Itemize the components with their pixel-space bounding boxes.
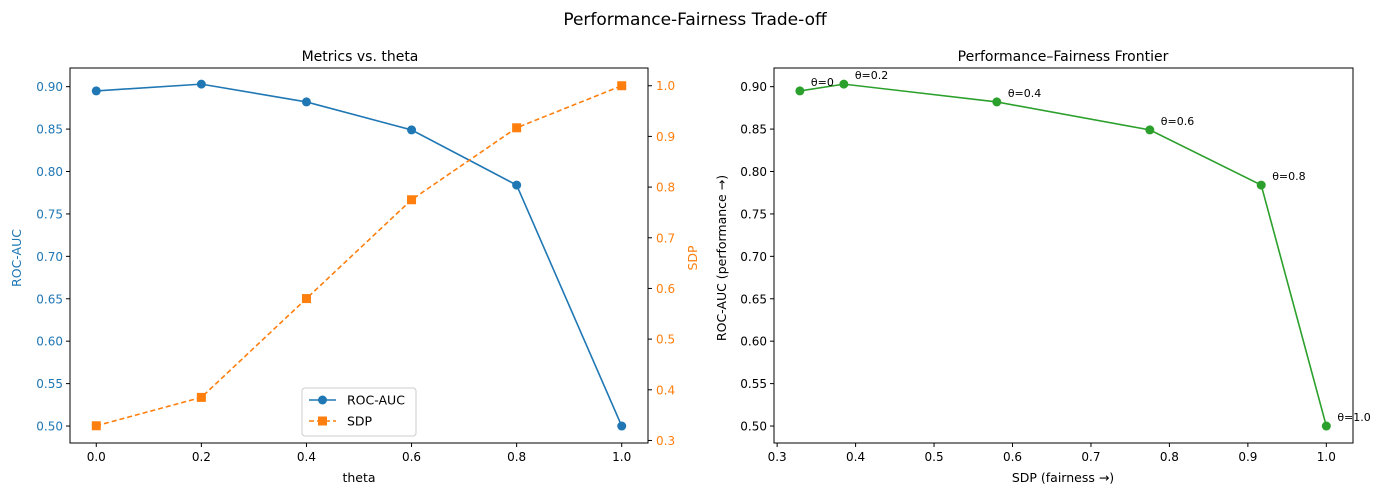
left-y-tick-label: 0.55 — [36, 377, 63, 391]
right-x-tick-label: 0.4 — [846, 450, 865, 464]
frontier-series-line — [799, 83, 1328, 427]
figure-suptitle: Performance-Fairness Trade-off — [563, 10, 828, 30]
legend-sdp-marker — [318, 416, 327, 426]
legend-roc-marker — [318, 395, 327, 405]
left-x-tick-label: 0.2 — [192, 450, 211, 464]
left-x-tick-label: 1.0 — [612, 450, 631, 464]
sdp-point — [91, 421, 101, 431]
sdp-point — [512, 123, 522, 133]
right-y-tick-label: 0.85 — [740, 123, 767, 137]
frontier-point-label: θ=0.2 — [855, 69, 888, 82]
left-y-tick-label: 0.90 — [36, 80, 63, 94]
right-x-tick-label: 1.0 — [1317, 450, 1336, 464]
right-x-tick-label: 0.8 — [1160, 450, 1179, 464]
sdp-point — [301, 294, 311, 304]
left-y2-tick-label: 0.5 — [656, 333, 675, 347]
left-y2-tick-label: 0.3 — [656, 434, 675, 448]
right-y-tick-label: 0.50 — [740, 420, 767, 434]
frontier-chart: Performance–Fairness Frontier SDP (fairn… — [714, 49, 1371, 485]
frontier-point-label: θ=1.0 — [1337, 411, 1370, 424]
right-y-tick-label: 0.65 — [740, 292, 767, 306]
left-ticks: 0.0 0.2 0.4 0.6 0.8 1.0 0.50 0.55 0.60 0.65 0.70 0.… — [36, 79, 675, 464]
left-y-tick-label: 0.70 — [36, 250, 63, 264]
left-y2-axis-label: SDP — [685, 245, 700, 271]
roc-auc-point — [91, 86, 101, 96]
left-x-axis-label: theta — [342, 470, 375, 485]
frontier-point-label: θ=0.4 — [1008, 87, 1041, 100]
left-y2-tick-label: 1.0 — [656, 79, 675, 93]
sdp-point — [407, 195, 417, 205]
left-y2-tick-label: 0.9 — [656, 130, 675, 144]
right-plot-frame — [773, 67, 1354, 444]
left-x-tick-label: 0.6 — [402, 450, 421, 464]
left-y2-tick-label: 0.4 — [656, 383, 675, 397]
left-y2-tick-label: 0.6 — [656, 282, 675, 296]
right-x-axis-label: SDP (fairness →) — [1012, 470, 1114, 485]
frontier-point-label: θ=0 — [811, 76, 834, 89]
sdp-point — [196, 392, 206, 402]
sdp-series-line — [96, 84, 623, 427]
right-ticks: 0.3 0.4 0.5 0.6 0.7 0.8 0.9 1.0 0.50 0.55 0.60 0.65… — [740, 80, 1336, 464]
legend-sdp-label: SDP — [347, 414, 373, 429]
right-y-tick-label: 0.75 — [740, 207, 767, 221]
roc-auc-point — [617, 421, 627, 431]
right-x-tick-label: 0.7 — [1081, 450, 1100, 464]
sdp-point — [617, 81, 627, 91]
left-y2-tick-label: 0.7 — [656, 231, 675, 245]
right-y-tick-label: 0.90 — [740, 80, 767, 94]
right-y-axis-label: ROC-AUC (performance →) — [714, 175, 729, 341]
left-y-axis-label: ROC-AUC — [9, 229, 24, 287]
frontier-point — [1321, 421, 1331, 431]
right-series: θ=0 θ=0.2 θ=0.4 θ=0.6 θ=0.8 θ=1.0 — [795, 69, 1371, 431]
left-x-tick-label: 0.4 — [297, 450, 316, 464]
frontier-point — [1145, 125, 1155, 135]
legend: ROC-AUC SDP — [301, 387, 417, 437]
left-plot-frame — [69, 67, 649, 444]
right-x-tick-label: 0.5 — [925, 450, 944, 464]
left-x-tick-label: 0.8 — [507, 450, 526, 464]
frontier-point-label: θ=0.6 — [1161, 115, 1194, 128]
right-x-tick-label: 0.3 — [768, 450, 787, 464]
right-chart-title: Performance–Fairness Frontier — [958, 49, 1169, 65]
roc-auc-point — [196, 79, 206, 89]
left-y-tick-label: 0.85 — [36, 123, 63, 137]
right-x-tick-label: 0.6 — [1003, 450, 1022, 464]
right-y-tick-label: 0.55 — [740, 377, 767, 391]
left-y2-tick-label: 0.8 — [656, 181, 675, 195]
right-y-tick-label: 0.70 — [740, 250, 767, 264]
left-y-tick-label: 0.75 — [36, 207, 63, 221]
roc-auc-point — [301, 97, 311, 107]
right-x-tick-label: 0.9 — [1238, 450, 1257, 464]
left-x-tick-label: 0.0 — [87, 450, 106, 464]
frontier-point — [1256, 180, 1266, 190]
metrics-vs-theta-chart: Metrics vs. theta theta ROC-AUC SDP 0.0 0… — [9, 49, 700, 485]
left-y-tick-label: 0.60 — [36, 335, 63, 349]
roc-auc-point — [512, 180, 522, 190]
left-y-tick-label: 0.50 — [36, 420, 63, 434]
frontier-point — [839, 79, 849, 89]
legend-roc-label: ROC-AUC — [347, 393, 405, 408]
roc-auc-series-line — [96, 83, 623, 427]
left-series — [91, 79, 627, 431]
frontier-point — [795, 86, 805, 96]
right-y-tick-label: 0.60 — [740, 335, 767, 349]
right-y-tick-label: 0.80 — [740, 165, 767, 179]
left-chart-title: Metrics vs. theta — [302, 49, 419, 65]
roc-auc-point — [407, 125, 417, 135]
frontier-point-label: θ=0.8 — [1272, 170, 1305, 183]
left-y-tick-label: 0.80 — [36, 165, 63, 179]
left-y-tick-label: 0.65 — [36, 292, 63, 306]
frontier-point — [992, 97, 1002, 107]
